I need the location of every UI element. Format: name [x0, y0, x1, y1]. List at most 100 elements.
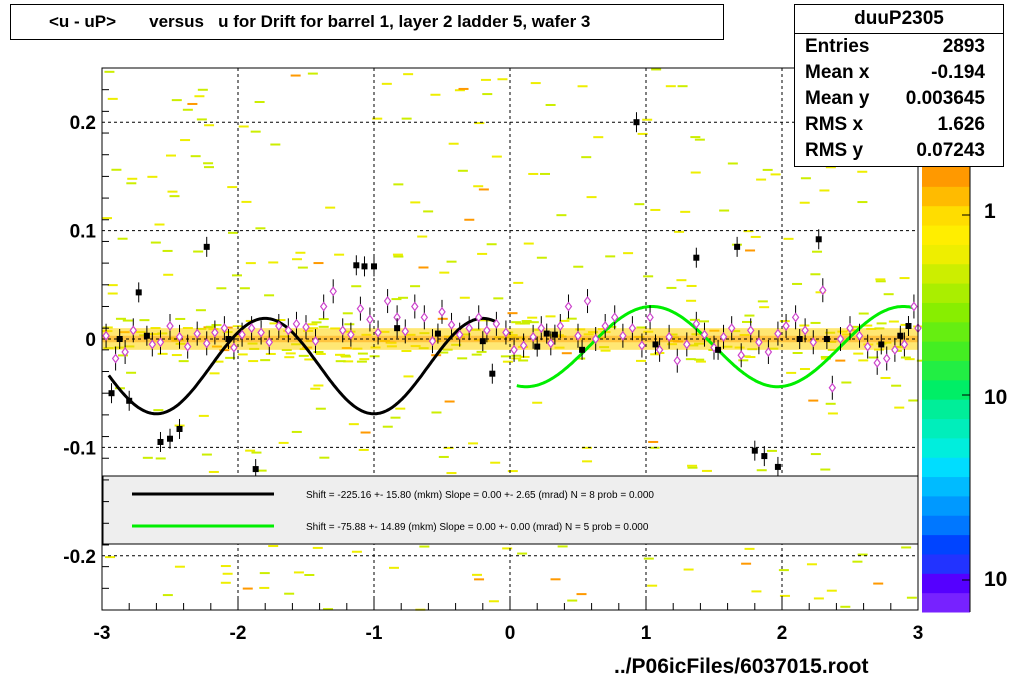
profile-point	[638, 340, 646, 351]
histogram-cell	[750, 235, 761, 238]
histogram-cell	[304, 358, 315, 361]
x-tick-label: 2	[777, 623, 788, 644]
profile-point	[692, 318, 701, 329]
histogram-cell	[676, 279, 687, 282]
profile-point	[455, 329, 464, 340]
profile-point	[801, 325, 809, 336]
histogram-cell	[507, 470, 518, 473]
histogram-cell	[290, 74, 301, 77]
histogram-cell	[165, 154, 176, 157]
histogram-cell	[315, 352, 326, 355]
histogram-cell	[269, 322, 280, 325]
y-tick-label: 0	[85, 330, 96, 351]
histogram-cell	[511, 321, 522, 324]
histogram-cell	[852, 560, 863, 563]
histogram-cell	[325, 206, 336, 209]
profile-point	[646, 312, 654, 323]
histogram-cell	[528, 321, 539, 324]
histogram-cell	[175, 317, 186, 320]
histogram-cell	[193, 250, 204, 253]
color-bar-cell	[922, 341, 970, 361]
histogram-cell	[251, 451, 262, 454]
profile-point	[665, 331, 673, 342]
histogram-cell	[401, 350, 412, 353]
histogram-cell	[242, 587, 253, 590]
histogram-cell	[281, 348, 292, 351]
black-point	[489, 370, 496, 377]
profile-point	[727, 323, 736, 334]
profile-point	[746, 325, 755, 336]
color-bar-cell	[922, 225, 970, 245]
histogram-cell	[102, 217, 113, 220]
histogram-cell	[382, 425, 393, 428]
histogram-cell	[820, 357, 831, 360]
histogram-cell	[304, 573, 315, 576]
histogram-cell	[500, 355, 511, 358]
histogram-cell	[810, 273, 821, 276]
y-tick-label: -0.1	[63, 438, 96, 459]
histogram-cell	[835, 359, 846, 362]
histogram-cell	[203, 162, 214, 165]
histogram-cell	[291, 430, 302, 433]
histogram-cell	[208, 470, 219, 473]
profile-point	[863, 341, 872, 352]
black-point	[116, 336, 123, 342]
histogram-cell	[491, 155, 502, 158]
histogram-cell	[841, 381, 852, 384]
histogram-cell	[250, 130, 261, 133]
histogram-cell	[174, 565, 185, 568]
x-tick-label: -3	[94, 623, 111, 644]
histogram-cell	[812, 250, 823, 253]
histogram-cell	[260, 359, 271, 362]
color-bar-cell	[922, 553, 970, 574]
histogram-cell	[540, 172, 551, 175]
profile-points	[102, 278, 922, 400]
histogram-cell	[446, 260, 457, 263]
black-point	[823, 336, 830, 342]
histogram-cell	[359, 358, 370, 361]
profile-point	[111, 353, 120, 364]
stats-name: duuP2305	[795, 5, 1003, 34]
histogram-cell	[545, 315, 556, 318]
histogram-cell	[634, 203, 645, 206]
histogram-cell	[104, 70, 115, 73]
histogram-cell	[825, 166, 836, 169]
black-point	[371, 263, 377, 270]
histogram-cell	[513, 281, 524, 284]
histogram-cell	[169, 195, 180, 198]
histogram-cell	[307, 72, 318, 75]
histogram-cell	[690, 171, 701, 174]
profile-point	[828, 382, 837, 393]
stat-value: 0.07243	[916, 140, 985, 161]
profile-point	[782, 320, 790, 331]
histogram-cell	[651, 68, 662, 71]
profile-point	[211, 327, 219, 338]
histogram-cell	[259, 586, 270, 589]
profile-point	[601, 320, 609, 331]
profile-point	[447, 319, 456, 330]
histogram-cell	[511, 357, 522, 360]
histogram-cell	[403, 73, 414, 76]
histogram-cell	[561, 352, 572, 355]
profile-point	[574, 330, 582, 341]
histogram-cell	[348, 423, 359, 426]
histogram-cell	[536, 256, 547, 259]
histogram-cell	[827, 412, 838, 415]
profile-point	[502, 327, 510, 338]
histogram-cell	[231, 274, 242, 277]
histogram-cell	[862, 324, 873, 327]
histogram-cell	[810, 321, 821, 324]
histogram-cell	[497, 78, 508, 81]
histogram-cell	[575, 357, 586, 360]
profile-point	[474, 312, 483, 323]
histogram-cell	[351, 285, 362, 288]
histogram-cell	[556, 214, 567, 217]
black-point	[126, 397, 133, 404]
histogram-cell	[225, 356, 236, 359]
histogram-cell	[891, 384, 902, 387]
histogram-cell	[576, 593, 587, 596]
black-point	[543, 330, 550, 337]
x-tick-label: 3	[913, 623, 924, 644]
legend-text: Shift = -75.88 +- 14.89 (mkm) Slope = 0.…	[306, 522, 649, 533]
x-tick-label: 0	[505, 623, 516, 644]
